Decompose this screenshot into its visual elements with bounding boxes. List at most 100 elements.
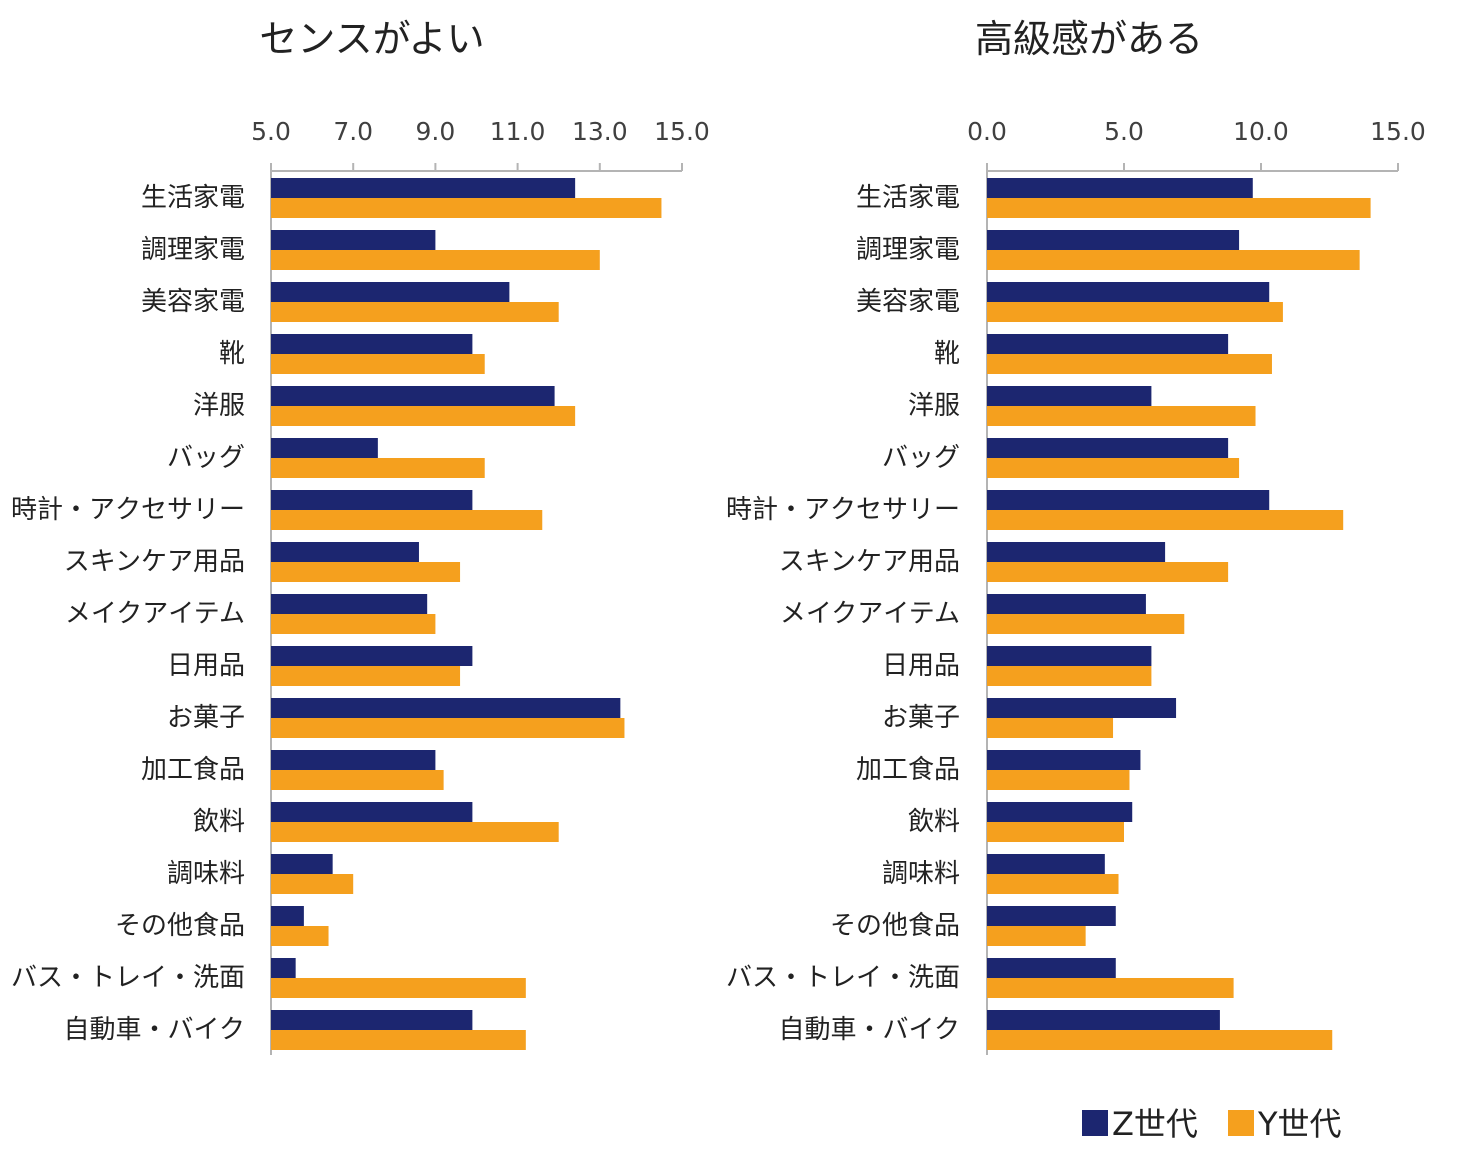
category-label: バス・トレイ・洗面	[11, 963, 245, 993]
bar-z-generation	[987, 646, 1152, 666]
x-tick-label: 5.0	[251, 117, 291, 146]
bar-z-generation	[987, 386, 1152, 406]
legend-swatch-y	[1228, 1110, 1254, 1136]
bar-z-generation	[271, 594, 428, 614]
bar-z-generation	[987, 334, 1229, 354]
category-label: 靴	[934, 339, 960, 369]
bar-z-generation	[987, 230, 1240, 250]
bar-y-generation	[271, 770, 444, 790]
legend-label-y: Y世代	[1257, 1105, 1342, 1143]
x-tick-label: 9.0	[416, 117, 456, 146]
category-label: 日用品	[882, 651, 960, 681]
bar-z-generation	[271, 230, 436, 250]
bar-y-generation	[987, 666, 1152, 686]
x-tick-label: 15.0	[1370, 117, 1426, 146]
bar-y-generation	[987, 198, 1371, 218]
category-label: 日用品	[167, 651, 245, 681]
bar-y-generation	[987, 406, 1256, 426]
bar-z-generation	[271, 854, 333, 874]
chart-title-luxury: 高級感がある	[975, 17, 1203, 61]
category-label: その他食品	[115, 911, 245, 941]
bar-y-generation	[987, 354, 1272, 374]
category-label: その他食品	[830, 911, 960, 941]
bar-y-generation	[271, 822, 559, 842]
category-label: 加工食品	[141, 755, 245, 785]
bar-z-generation	[271, 490, 473, 510]
bars-luxury	[987, 178, 1371, 1050]
bar-z-generation	[271, 438, 378, 458]
bar-z-generation	[271, 386, 555, 406]
bar-y-generation	[271, 978, 526, 998]
category-label: バッグ	[167, 443, 245, 473]
bars-sense	[271, 178, 662, 1050]
bar-y-generation	[987, 250, 1360, 270]
bar-z-generation	[987, 750, 1141, 770]
bar-z-generation	[271, 542, 419, 562]
category-label: バス・トレイ・洗面	[726, 963, 960, 993]
bar-y-generation	[987, 718, 1114, 738]
category-label: バッグ	[882, 443, 960, 473]
bar-z-generation	[271, 178, 576, 198]
category-label: メイクアイテム	[65, 599, 245, 629]
x-tick-label: 10.0	[1233, 117, 1289, 146]
bar-z-generation	[271, 698, 621, 718]
bar-y-generation	[987, 302, 1283, 322]
category-label: 時計・アクセサリー	[726, 495, 960, 525]
bar-y-generation	[271, 874, 354, 894]
category-label: 調味料	[167, 859, 245, 889]
category-label: 加工食品	[856, 755, 960, 785]
bar-y-generation	[271, 406, 576, 426]
x-tick-label: 0.0	[967, 117, 1007, 146]
category-label: メイクアイテム	[780, 599, 960, 629]
bar-y-generation	[271, 718, 625, 738]
bar-y-generation	[271, 250, 600, 270]
x-axis-ticks-sense: 5.0 7.0 9.0 11.0 13.0 15.0	[251, 117, 710, 171]
bar-y-generation	[987, 510, 1344, 530]
bar-z-generation	[987, 594, 1146, 614]
bar-y-generation	[987, 822, 1124, 842]
bar-y-generation	[987, 614, 1185, 634]
category-label: お菓子	[882, 703, 960, 733]
category-labels-luxury: 生活家電調理家電美容家電靴洋服バッグ時計・アクセサリースキンケア用品メイクアイテ…	[726, 183, 960, 1045]
x-tick-label: 5.0	[1104, 117, 1144, 146]
bar-z-generation	[271, 750, 436, 770]
chart-title-sense: センスがよい	[259, 17, 484, 61]
bar-y-generation	[271, 458, 485, 478]
category-labels-sense: 生活家電調理家電美容家電靴洋服バッグ時計・アクセサリースキンケア用品メイクアイテ…	[11, 183, 245, 1045]
category-label: お菓子	[167, 703, 245, 733]
bar-y-generation	[271, 302, 559, 322]
bar-y-generation	[271, 926, 329, 946]
category-label: 調理家電	[856, 235, 960, 265]
bar-z-generation	[987, 958, 1116, 978]
bar-y-generation	[987, 978, 1234, 998]
x-axis-ticks-luxury: 0.0 5.0 10.0 15.0	[967, 117, 1426, 171]
x-tick-label: 15.0	[654, 117, 710, 146]
bar-z-generation	[987, 854, 1105, 874]
bar-z-generation	[271, 1010, 473, 1030]
legend-label-z: Z世代	[1112, 1105, 1198, 1143]
bar-y-generation	[987, 770, 1130, 790]
bar-y-generation	[987, 562, 1229, 582]
category-label: 自動車・バイク	[64, 1015, 245, 1045]
x-tick-label: 11.0	[490, 117, 546, 146]
bar-z-generation	[987, 906, 1116, 926]
bar-y-generation	[987, 926, 1086, 946]
legend-swatch-z	[1082, 1110, 1108, 1136]
x-tick-label: 13.0	[572, 117, 628, 146]
bar-z-generation	[987, 490, 1270, 510]
bar-y-generation	[987, 1030, 1333, 1050]
category-label: 生活家電	[856, 183, 960, 213]
category-label: 調理家電	[141, 235, 245, 265]
bar-y-generation	[271, 614, 436, 634]
bar-y-generation	[271, 510, 543, 530]
bar-z-generation	[987, 1010, 1220, 1030]
bar-z-generation	[271, 646, 473, 666]
legend: Z世代 Y世代	[1082, 1105, 1342, 1143]
bar-z-generation	[987, 178, 1253, 198]
bar-z-generation	[271, 282, 510, 302]
category-label: 調味料	[882, 859, 960, 889]
category-label: スキンケア用品	[64, 547, 245, 577]
bar-z-generation	[271, 802, 473, 822]
chart-luxury: 高級感がある 0.0 5.0 10.0 15.0 生活家電調理家電美容家電靴洋服バッグ…	[726, 17, 1426, 1055]
